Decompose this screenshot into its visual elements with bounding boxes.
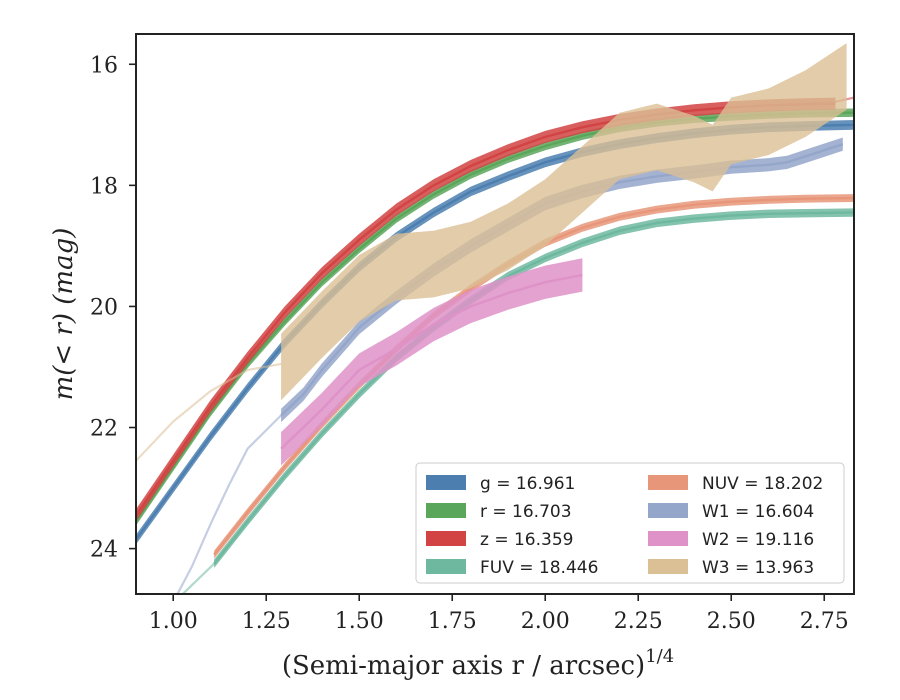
y-tick-label-1: 18 bbox=[90, 174, 118, 199]
legend-label-6: FUV = 18.446 bbox=[480, 558, 598, 578]
axis-layer: 1.00 1.25 1.50 1.75 2.00 2.25 2.50 2.75 16 18 20 22… bbox=[90, 53, 849, 634]
x-tick-label-5: 2.25 bbox=[614, 609, 663, 634]
legend-label-0: g = 16.961 bbox=[480, 474, 575, 494]
legend-swatch-7 bbox=[648, 559, 688, 574]
x-tick-label-7: 2.75 bbox=[800, 609, 849, 634]
series-W3-extrapolation bbox=[136, 362, 282, 462]
x-axis-label: (Semi-major axis r / arcsec)1/4 bbox=[282, 646, 674, 681]
x-tick-label-3: 1.75 bbox=[428, 609, 477, 634]
series-W3-band bbox=[281, 43, 847, 401]
series-FUV-line bbox=[213, 211, 854, 565]
legend: g = 16.961 NUV = 18.202 r = 16.703 W1 = 16.… bbox=[415, 462, 845, 584]
series-W1-extrapolation bbox=[176, 414, 282, 594]
x-tick-label-1: 1.25 bbox=[242, 609, 291, 634]
series-W2-line bbox=[280, 273, 583, 450]
x-tick-label-0: 1.00 bbox=[149, 609, 198, 634]
legend-swatch-5 bbox=[648, 531, 688, 546]
legend-label-3: W1 = 16.604 bbox=[702, 502, 814, 522]
legend-label-2: r = 16.703 bbox=[480, 502, 572, 522]
legend-swatch-1 bbox=[648, 475, 688, 490]
legend-swatch-2 bbox=[426, 503, 466, 518]
x-tick-label-2: 1.50 bbox=[335, 609, 384, 634]
series-layer bbox=[136, 43, 854, 594]
x-axis-label-main: (Semi-major axis r / arcsec) bbox=[282, 651, 645, 681]
series-FUV-extrapolation bbox=[181, 562, 215, 594]
legend-frame bbox=[415, 462, 845, 584]
series-W3 bbox=[136, 43, 847, 462]
legend-swatch-6 bbox=[426, 559, 466, 574]
series-W2 bbox=[280, 258, 583, 466]
y-tick-label-4: 24 bbox=[90, 538, 118, 563]
x-tick-label-4: 2.00 bbox=[521, 609, 570, 634]
legend-label-7: W3 = 13.963 bbox=[702, 558, 814, 578]
legend-label-5: W2 = 19.116 bbox=[702, 530, 814, 550]
x-tick-label-6: 2.50 bbox=[707, 609, 756, 634]
series-W2-band bbox=[281, 258, 583, 466]
legend-label-1: NUV = 18.202 bbox=[702, 474, 823, 494]
y-axis-label: m(< r) (mag) bbox=[49, 228, 79, 401]
x-axis-label-exponent: 1/4 bbox=[645, 646, 674, 667]
series-FUV bbox=[181, 208, 854, 594]
y-tick-label-2: 20 bbox=[90, 295, 118, 320]
plot-frame bbox=[135, 33, 855, 595]
legend-swatch-4 bbox=[426, 531, 466, 546]
y-tick-label-0: 16 bbox=[90, 53, 118, 78]
legend-swatch-3 bbox=[648, 503, 688, 518]
y-tick-label-3: 22 bbox=[90, 417, 118, 442]
legend-label-4: z = 16.359 bbox=[480, 530, 573, 550]
legend-swatch-0 bbox=[426, 475, 466, 490]
